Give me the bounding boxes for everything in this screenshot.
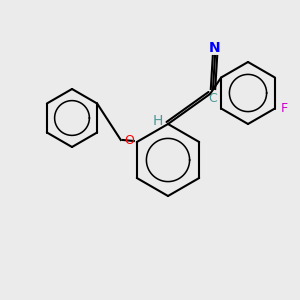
Text: C: C [208, 92, 217, 104]
Text: F: F [280, 102, 287, 115]
Text: H: H [153, 114, 163, 128]
Text: N: N [209, 41, 221, 55]
Text: O: O [124, 134, 134, 146]
